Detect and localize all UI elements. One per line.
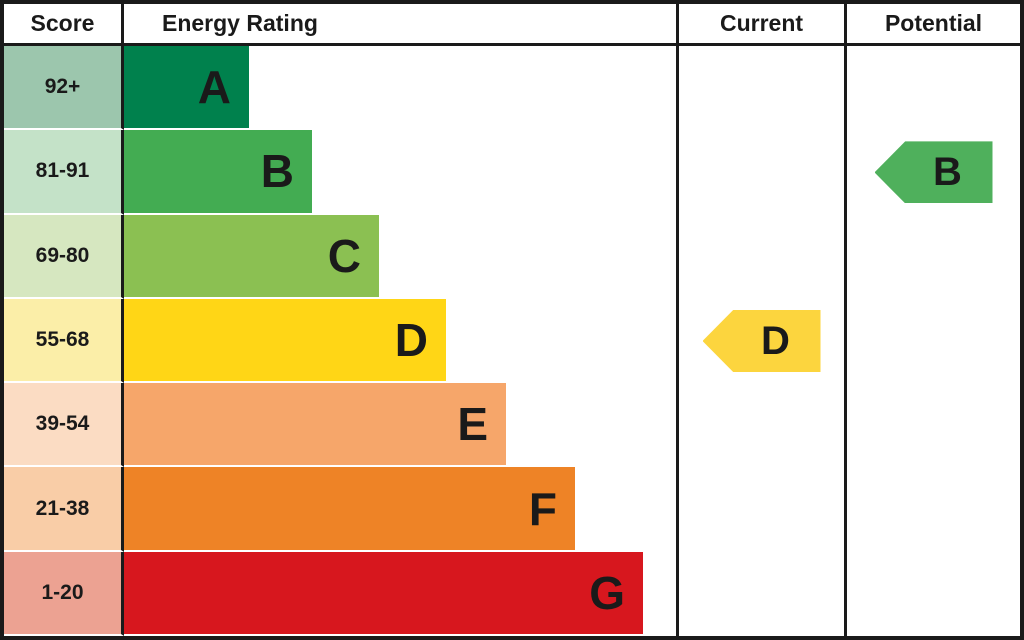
score-range-b: 81-91	[4, 130, 124, 215]
potential-cell-g	[844, 551, 1020, 636]
rating-bar-e: E	[124, 383, 506, 466]
band-letter-b: B	[260, 145, 294, 198]
header-score: Score	[4, 4, 124, 46]
rating-bar-c: C	[124, 214, 379, 297]
score-range-d: 55-68	[4, 298, 124, 384]
current-cell-c	[676, 214, 844, 299]
current-cell-f	[676, 467, 844, 552]
score-range-a: 92+	[4, 46, 124, 131]
header-current: Current	[676, 4, 844, 46]
potential-cell-a	[844, 46, 1020, 131]
rating-bar-d: D	[124, 298, 446, 382]
header-potential: Potential	[844, 4, 1020, 46]
rating-bar-cell-d: D	[124, 298, 676, 384]
band-row-d: 55-68 D D	[4, 298, 1020, 384]
band-rows: 92+ A 81-91 B B	[4, 46, 1020, 636]
potential-cell-b: B	[844, 130, 1020, 215]
rating-bar-cell-a: A	[124, 46, 676, 131]
band-letter-f: F	[528, 482, 557, 535]
score-range-c: 69-80	[4, 214, 124, 299]
current-cell-d: D	[676, 298, 844, 384]
rating-bar-cell-c: C	[124, 214, 676, 299]
rating-bar-cell-g: G	[124, 551, 676, 636]
potential-rating-letter: B	[933, 150, 962, 195]
potential-cell-d	[844, 298, 1020, 384]
header-energy-rating: Energy Rating	[124, 4, 676, 46]
band-letter-a: A	[197, 61, 231, 114]
band-row-b: 81-91 B B	[4, 130, 1020, 215]
potential-cell-c	[844, 214, 1020, 299]
potential-cell-e	[844, 383, 1020, 468]
rating-bar-g: G	[124, 551, 643, 634]
current-cell-e	[676, 383, 844, 468]
band-letter-c: C	[327, 229, 361, 282]
potential-cell-f	[844, 467, 1020, 552]
current-rating-arrow: D	[702, 309, 821, 372]
band-row-f: 21-38 F	[4, 467, 1020, 552]
current-cell-a	[676, 46, 844, 131]
current-rating-letter: D	[761, 318, 790, 363]
rating-bar-cell-e: E	[124, 383, 676, 468]
band-row-e: 39-54 E	[4, 383, 1020, 468]
chart-header: Score Energy Rating Current Potential	[4, 4, 1020, 46]
band-letter-d: D	[394, 313, 428, 366]
rating-bar-b: B	[124, 130, 312, 213]
score-range-g: 1-20	[4, 551, 124, 636]
rating-bar-f: F	[124, 467, 575, 550]
rating-bar-cell-f: F	[124, 467, 676, 552]
rating-bar-a: A	[124, 46, 249, 129]
current-cell-b	[676, 130, 844, 215]
potential-rating-arrow: B	[874, 141, 993, 204]
band-letter-g: G	[589, 566, 625, 619]
band-letter-e: E	[457, 398, 488, 451]
rating-bar-cell-b: B	[124, 130, 676, 215]
band-row-c: 69-80 C	[4, 214, 1020, 299]
current-cell-g	[676, 551, 844, 636]
band-row-a: 92+ A	[4, 46, 1020, 131]
band-row-g: 1-20 G	[4, 551, 1020, 636]
score-range-f: 21-38	[4, 467, 124, 552]
score-range-e: 39-54	[4, 383, 124, 468]
